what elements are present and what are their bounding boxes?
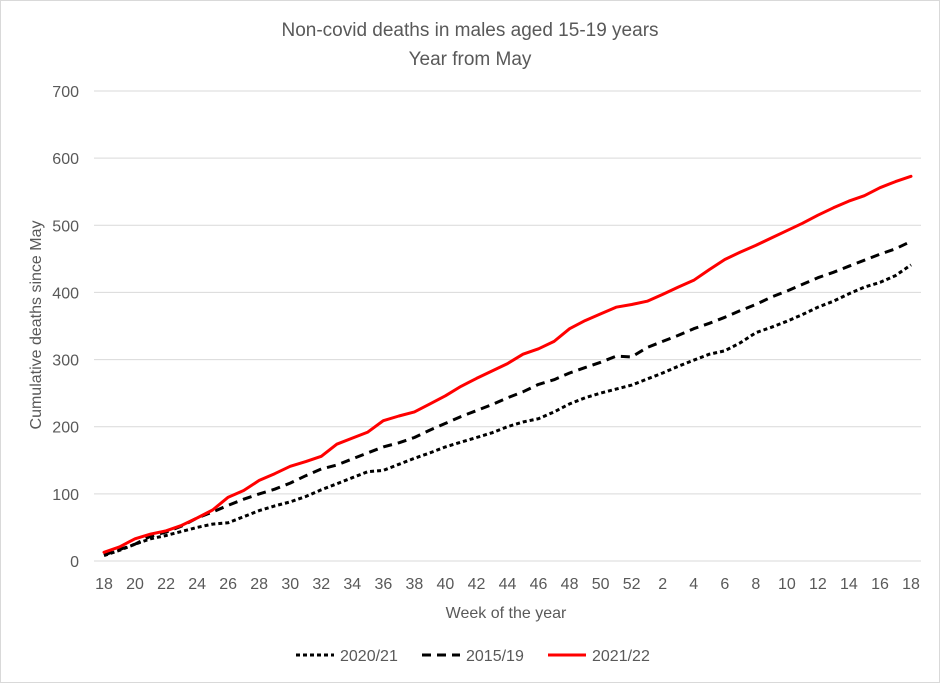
x-tick-label: 44 bbox=[499, 576, 517, 593]
x-tick-label: 22 bbox=[157, 576, 175, 593]
x-tick-label: 42 bbox=[468, 576, 486, 593]
x-tick-label: 36 bbox=[374, 576, 392, 593]
x-tick-label: 14 bbox=[840, 576, 858, 593]
chart-subtitle: Year from May bbox=[409, 49, 532, 70]
x-tick-label: 28 bbox=[250, 576, 268, 593]
x-tick-label: 46 bbox=[530, 576, 548, 593]
x-axis-title: Week of the year bbox=[446, 605, 567, 622]
y-tick-label: 500 bbox=[52, 218, 79, 235]
legend-label: 2021/22 bbox=[592, 648, 650, 665]
gridlines bbox=[94, 90, 921, 562]
legend: 2020/21 2015/19 2021/22 bbox=[296, 648, 650, 665]
x-tick-label: 48 bbox=[561, 576, 579, 593]
chart-title: Non-covid deaths in males aged 15-19 yea… bbox=[281, 20, 658, 41]
legend-label: 2020/21 bbox=[340, 648, 398, 665]
series-line-0 bbox=[103, 263, 912, 558]
series-line-2 bbox=[102, 174, 913, 554]
legend-label: 2015/19 bbox=[466, 648, 524, 665]
y-tick-label: 100 bbox=[52, 487, 79, 504]
y-axis-title: Cumulative deaths since May bbox=[28, 221, 45, 430]
y-tick-label: 0 bbox=[70, 554, 79, 571]
series-line-1 bbox=[103, 240, 912, 557]
x-tick-label: 50 bbox=[592, 576, 610, 593]
x-tick-label: 16 bbox=[871, 576, 889, 593]
y-tick-label: 700 bbox=[52, 84, 79, 101]
x-tick-label: 40 bbox=[437, 576, 455, 593]
x-tick-label: 20 bbox=[126, 576, 144, 593]
x-tick-label: 52 bbox=[623, 576, 641, 593]
y-tick-label: 200 bbox=[52, 420, 79, 437]
x-tick-label: 38 bbox=[405, 576, 423, 593]
y-tick-label: 600 bbox=[52, 151, 79, 168]
y-tick-label: 400 bbox=[52, 285, 79, 302]
x-tick-label: 18 bbox=[902, 576, 920, 593]
x-tick-label: 10 bbox=[778, 576, 796, 593]
x-tick-label: 6 bbox=[720, 576, 729, 593]
x-tick-label: 2 bbox=[658, 576, 667, 593]
x-tick-label: 4 bbox=[689, 576, 698, 593]
x-tick-label: 34 bbox=[343, 576, 361, 593]
x-tick-label: 30 bbox=[281, 576, 299, 593]
x-tick-label: 24 bbox=[188, 576, 206, 593]
x-tick-label: 18 bbox=[95, 576, 113, 593]
x-tick-label: 8 bbox=[751, 576, 760, 593]
x-tick-label: 26 bbox=[219, 576, 237, 593]
x-tick-label: 32 bbox=[312, 576, 330, 593]
series-lines bbox=[102, 174, 913, 558]
y-tick-label: 300 bbox=[52, 353, 79, 370]
y-axis-ticks: 0 100 200 300 400 500 600 700 bbox=[52, 84, 79, 571]
x-axis-ticks: 18 20 22 24 26 28 30 32 34 36 38 40 42 44 46 48 50 52 2 4 6 8… bbox=[95, 576, 920, 593]
x-tick-label: 12 bbox=[809, 576, 827, 593]
